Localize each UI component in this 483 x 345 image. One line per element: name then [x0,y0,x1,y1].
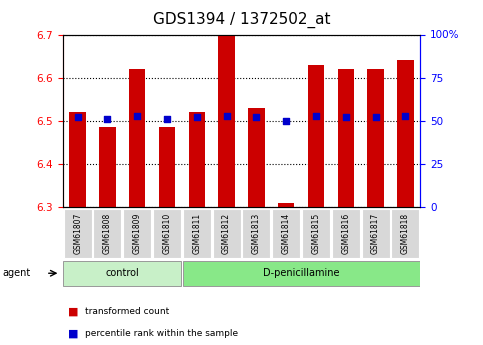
Point [104,116,112,122]
Bar [70,112,86,207]
FancyBboxPatch shape [302,209,330,258]
Text: D-penicillamine: D-penicillamine [263,268,340,278]
FancyBboxPatch shape [123,209,151,258]
FancyBboxPatch shape [272,209,300,258]
Text: GSM61810: GSM61810 [163,213,171,254]
Text: transformed count: transformed count [85,307,169,316]
Text: agent: agent [2,268,30,278]
Text: GSM61817: GSM61817 [371,213,380,254]
Text: control: control [105,268,139,278]
FancyBboxPatch shape [242,209,270,258]
Bar [189,112,205,207]
Bar [338,69,354,207]
Bar [129,69,145,207]
Text: GSM61813: GSM61813 [252,213,261,254]
Bar [278,203,294,207]
Point [342,115,350,120]
Text: percentile rank within the sample: percentile rank within the sample [85,329,238,338]
Bar [218,34,235,207]
Text: ■: ■ [68,306,78,316]
FancyBboxPatch shape [332,209,360,258]
Text: GSM61807: GSM61807 [73,213,82,254]
Bar [368,69,384,207]
Text: GSM61811: GSM61811 [192,213,201,254]
FancyBboxPatch shape [94,209,121,258]
Text: GSM61812: GSM61812 [222,213,231,254]
Bar [248,108,265,207]
FancyBboxPatch shape [63,261,181,286]
Text: GSM61816: GSM61816 [341,213,350,254]
Text: GDS1394 / 1372502_at: GDS1394 / 1372502_at [153,12,330,28]
FancyBboxPatch shape [183,261,420,286]
Point [282,118,290,124]
FancyBboxPatch shape [153,209,181,258]
Text: GSM61818: GSM61818 [401,213,410,254]
Point [223,113,230,118]
Bar [308,65,324,207]
Point [253,115,260,120]
Text: GSM61809: GSM61809 [133,213,142,254]
FancyBboxPatch shape [362,209,389,258]
FancyBboxPatch shape [64,209,92,258]
Point [193,115,201,120]
Point [401,113,409,118]
Point [74,115,82,120]
Point [312,113,320,118]
Text: GSM61815: GSM61815 [312,213,320,254]
Bar [99,127,115,207]
FancyBboxPatch shape [183,209,211,258]
Point [163,116,171,122]
Bar [159,127,175,207]
Text: GSM61814: GSM61814 [282,213,291,254]
Text: ■: ■ [68,329,78,338]
FancyBboxPatch shape [391,209,419,258]
Bar [397,60,413,207]
Point [372,115,380,120]
FancyBboxPatch shape [213,209,241,258]
Point [133,113,141,118]
Text: GSM61808: GSM61808 [103,213,112,254]
